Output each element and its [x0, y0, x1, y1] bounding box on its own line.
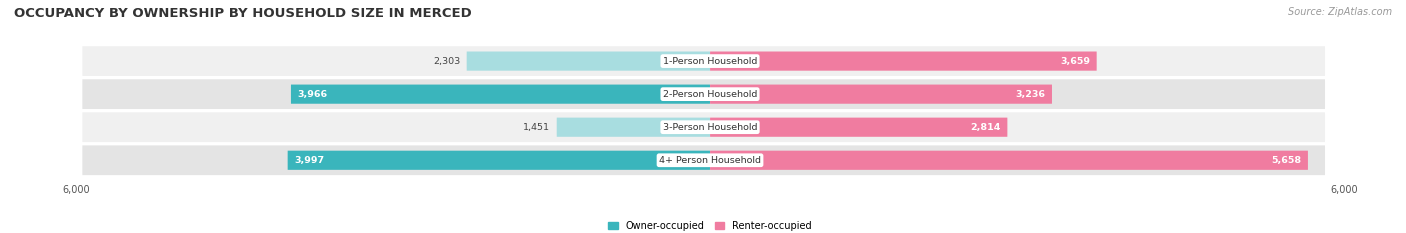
FancyBboxPatch shape: [710, 151, 1308, 170]
Text: 3,966: 3,966: [297, 90, 328, 99]
FancyBboxPatch shape: [710, 85, 1052, 104]
Text: 2,303: 2,303: [433, 57, 460, 66]
Text: 2-Person Household: 2-Person Household: [662, 90, 758, 99]
Text: Source: ZipAtlas.com: Source: ZipAtlas.com: [1288, 7, 1392, 17]
FancyBboxPatch shape: [83, 46, 1324, 76]
FancyBboxPatch shape: [557, 118, 710, 137]
Text: 3,997: 3,997: [294, 156, 325, 165]
Legend: Owner-occupied, Renter-occupied: Owner-occupied, Renter-occupied: [609, 221, 811, 231]
FancyBboxPatch shape: [467, 51, 710, 71]
FancyBboxPatch shape: [710, 118, 1007, 137]
FancyBboxPatch shape: [291, 85, 710, 104]
Text: OCCUPANCY BY OWNERSHIP BY HOUSEHOLD SIZE IN MERCED: OCCUPANCY BY OWNERSHIP BY HOUSEHOLD SIZE…: [14, 7, 472, 20]
Text: 2,814: 2,814: [970, 123, 1001, 132]
Text: 5,658: 5,658: [1271, 156, 1302, 165]
FancyBboxPatch shape: [83, 145, 1324, 175]
FancyBboxPatch shape: [83, 112, 1324, 142]
Text: 3-Person Household: 3-Person Household: [662, 123, 758, 132]
Text: 1-Person Household: 1-Person Household: [662, 57, 758, 66]
Text: 3,659: 3,659: [1060, 57, 1091, 66]
Text: 4+ Person Household: 4+ Person Household: [659, 156, 761, 165]
FancyBboxPatch shape: [710, 51, 1097, 71]
Text: 3,236: 3,236: [1015, 90, 1046, 99]
FancyBboxPatch shape: [83, 79, 1324, 109]
FancyBboxPatch shape: [288, 151, 710, 170]
Text: 1,451: 1,451: [523, 123, 550, 132]
